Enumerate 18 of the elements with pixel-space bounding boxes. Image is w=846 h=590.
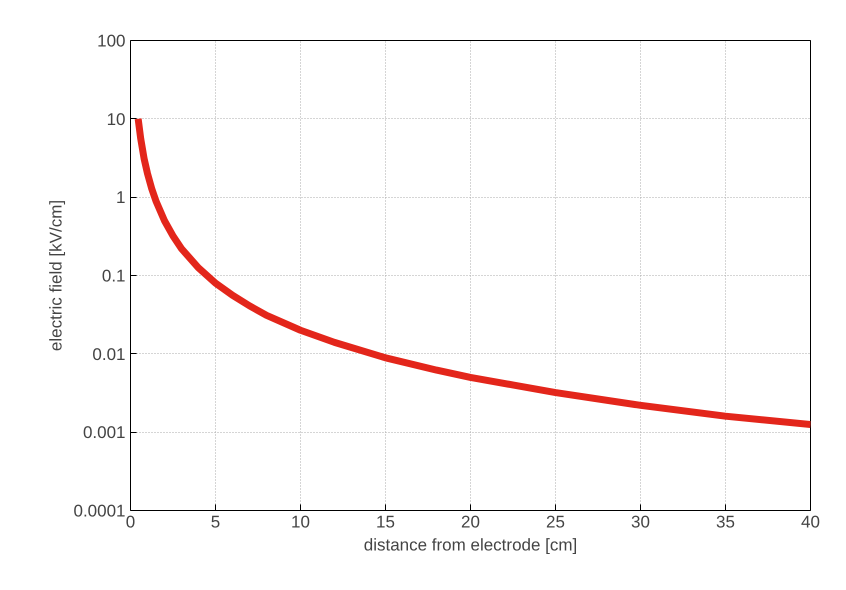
x-axis-title: distance from electrode [cm] [364,536,578,554]
y-tick-label: 10 [106,110,126,129]
x-tick-label: 30 [631,512,650,532]
y-tick-label: 1 [116,188,126,208]
y-axis-title: electric field [kV/cm] [46,200,66,352]
y-tick-label: 0.1 [102,266,126,286]
x-tick-label: 5 [210,512,220,532]
x-tick-label: 40 [801,512,820,532]
y-tick-label: 0.001 [82,423,126,442]
x-tick-label: 15 [376,512,395,532]
y-tick-label: 0.0001 [74,502,126,520]
x-tick-label: 25 [546,512,565,532]
y-tick-label: 0.01 [92,344,126,364]
x-tick-label: 35 [716,512,735,532]
x-tick-label: 10 [291,512,310,532]
x-tick-label: 20 [461,512,480,532]
x-tick-label: 0 [126,512,136,532]
y-tick-label: 100 [97,32,126,50]
